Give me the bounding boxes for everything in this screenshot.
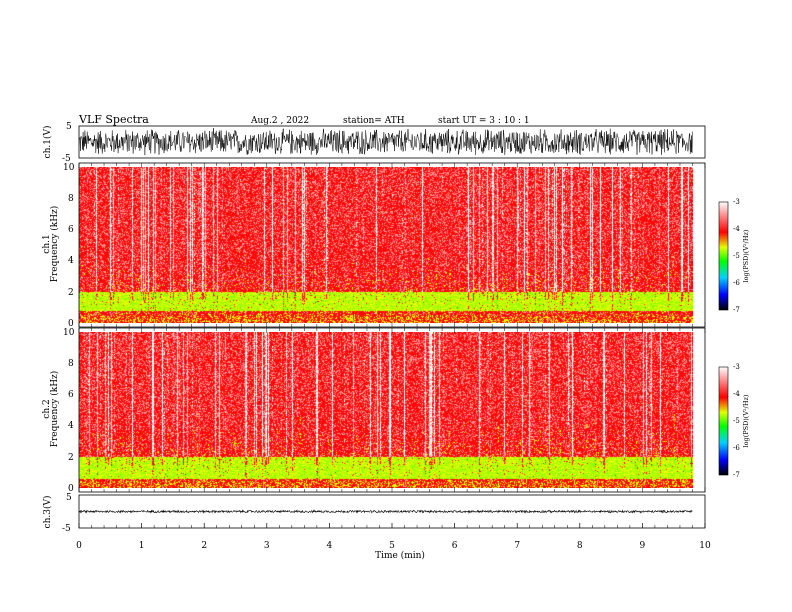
ch1-colorbar-label: log(PSD)(V²/Hz) bbox=[742, 229, 750, 282]
ch2-cb-tick: -5 bbox=[733, 417, 740, 425]
ch3-ytick-top: 5 bbox=[66, 493, 72, 503]
ch1-waveform-frame bbox=[78, 125, 706, 159]
ch1-cb-tick: -5 bbox=[733, 252, 740, 260]
time-tick-label: 9 bbox=[640, 541, 646, 551]
ch1-waveform-panel: 5 -5 ch.1(V) bbox=[42, 122, 706, 164]
ch3-ytick-bottom: -5 bbox=[62, 524, 71, 534]
ch1-ytick-6: 6 bbox=[68, 225, 74, 235]
date-label: Aug.2 , 2022 bbox=[250, 116, 309, 126]
ch2-spectrogram-panel: 0 2 4 6 8 10 Frequency (kHz) ch.2 bbox=[42, 327, 706, 494]
time-axis: 0 1 2 3 4 5 6 7 8 9 10 bbox=[76, 523, 711, 551]
ch2-cb-tick: -7 bbox=[733, 471, 740, 479]
ch1-colorbar: -3 -4 -5 -6 -7 log(PSD)(V²/Hz) bbox=[718, 198, 750, 314]
ch1-waveform-ylabel: ch.1(V) bbox=[42, 126, 53, 159]
start-time-label: start UT = 3 : 10 : 1 bbox=[438, 116, 530, 126]
ch2-spectrogram-image bbox=[79, 332, 693, 488]
ch1-colorbar-gradient bbox=[718, 201, 729, 311]
ch2-frequency-ylabel: Frequency (kHz) bbox=[49, 371, 60, 448]
time-tick-label: 8 bbox=[577, 541, 583, 551]
ch1-spectrogram-image bbox=[79, 167, 693, 323]
ch1-ytick-top: 5 bbox=[66, 122, 72, 132]
time-tick-label: 10 bbox=[699, 541, 711, 551]
ch1-cb-tick: -6 bbox=[733, 279, 740, 287]
ch1-cb-tick: -3 bbox=[733, 198, 740, 206]
ch2-cb-tick: -6 bbox=[733, 444, 740, 452]
time-tick-label: 7 bbox=[514, 541, 520, 551]
ch2-ytick-2: 2 bbox=[68, 453, 74, 463]
ch3-waveform-trace bbox=[78, 509, 693, 514]
ch1-ytick-0: 0 bbox=[68, 319, 74, 329]
ch2-colorbar-label: log(PSD)(V²/Hz) bbox=[742, 394, 750, 447]
ch1-ytick-2: 2 bbox=[68, 288, 74, 298]
figure-title: VLF Spectra bbox=[78, 113, 149, 126]
ch1-ytick-bottom: -5 bbox=[62, 154, 71, 164]
time-tick-label: 5 bbox=[389, 541, 395, 551]
ch2-colorbar: -3 -4 -5 -6 -7 log(PSD)(V²/Hz) bbox=[718, 363, 750, 479]
ch2-ytick-10: 10 bbox=[63, 328, 75, 338]
ch1-waveform-trace bbox=[78, 128, 693, 156]
ch2-ytick-8: 8 bbox=[68, 359, 74, 369]
ch2-channel-label: ch.2 bbox=[42, 399, 52, 418]
ch1-ytick-10: 10 bbox=[63, 163, 75, 173]
time-axis-label: Time (min) bbox=[375, 550, 425, 561]
ch2-ytick-0: 0 bbox=[68, 484, 74, 494]
time-tick-label: 1 bbox=[139, 541, 145, 551]
time-tick-label: 4 bbox=[327, 541, 333, 551]
time-tick-label: 0 bbox=[76, 541, 82, 551]
ch3-waveform-ylabel: ch.3(V) bbox=[42, 496, 53, 529]
ch1-cb-tick: -4 bbox=[733, 225, 740, 233]
station-label: station= ATH bbox=[343, 116, 405, 126]
ch1-ytick-8: 8 bbox=[68, 194, 74, 204]
time-tick-label: 6 bbox=[452, 541, 458, 551]
time-tick-label: 2 bbox=[201, 541, 207, 551]
ch2-colorbar-gradient bbox=[718, 366, 729, 476]
ch2-cb-tick: -4 bbox=[733, 390, 740, 398]
ch2-cb-tick: -3 bbox=[733, 363, 740, 371]
ch1-channel-label: ch.1 bbox=[42, 234, 52, 253]
ch1-frequency-ylabel: Frequency (kHz) bbox=[49, 206, 60, 283]
ch2-ytick-4: 4 bbox=[68, 421, 74, 431]
ch1-spectrogram-panel: 0 2 4 6 8 10 Frequency (kHz) ch.1 bbox=[42, 162, 706, 329]
ch1-ytick-4: 4 bbox=[68, 256, 74, 266]
time-tick-label: 3 bbox=[264, 541, 270, 551]
ch2-ytick-6: 6 bbox=[68, 390, 74, 400]
ch1-cb-tick: -7 bbox=[733, 306, 740, 314]
